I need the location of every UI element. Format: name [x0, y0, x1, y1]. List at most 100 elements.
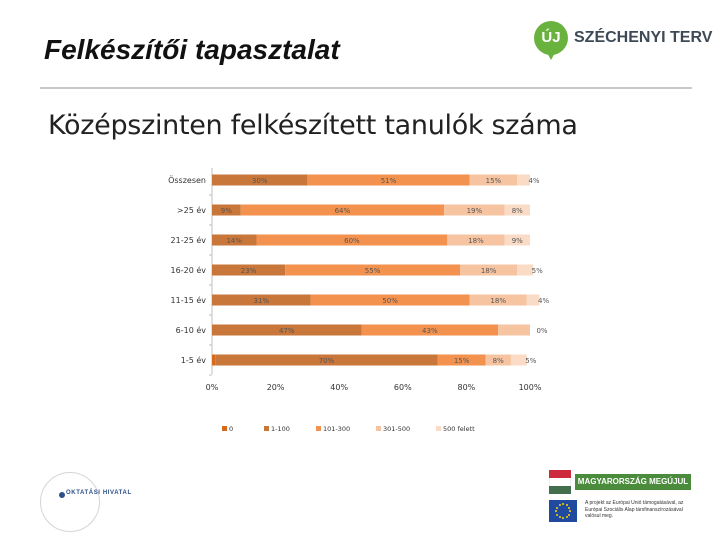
- bar-segment: [212, 294, 311, 306]
- bar-segment: [307, 174, 470, 186]
- data-label: 8%: [493, 357, 504, 365]
- bar-segment: [212, 324, 362, 336]
- bar-segment: [212, 174, 308, 186]
- legend-swatch: [436, 426, 441, 431]
- legend-label: 1-100: [271, 425, 290, 433]
- bar-segment: [498, 324, 530, 336]
- bar-segment: [361, 324, 499, 336]
- eu-flag-icon: [549, 500, 577, 522]
- bar-segment: [460, 264, 518, 276]
- footer-note: A projekt az Európai Unió támogatásával,…: [585, 500, 684, 519]
- oktatasi-hivatal-logo-icon: OKTATÁSI HIVATAL: [40, 472, 190, 532]
- data-label: 4%: [538, 297, 549, 305]
- legend-swatch: [376, 426, 381, 431]
- data-label: 15%: [454, 357, 470, 365]
- x-tick-label: 80%: [458, 383, 476, 392]
- szechenyi-logo-badge: ÚJ: [534, 21, 568, 55]
- x-tick-label: 40%: [330, 383, 348, 392]
- bar-segment: [510, 354, 527, 366]
- data-label: 8%: [512, 207, 523, 215]
- data-label: 0%: [536, 327, 547, 335]
- category-label: 1-5 év: [181, 355, 207, 365]
- data-label: 50%: [382, 297, 398, 305]
- bar-segment: [240, 204, 445, 216]
- bar-segment: [469, 294, 527, 306]
- bar-segment: [256, 234, 448, 246]
- category-label: 16-20 év: [171, 265, 207, 275]
- eu-star: [558, 503, 561, 506]
- data-label: 64%: [335, 207, 351, 215]
- szechenyi-logo-pin: [546, 51, 556, 60]
- szechenyi-logo-icon: ÚJ SZÉCHENYI TERV: [534, 19, 712, 63]
- hungarian-flag-icon: [549, 470, 571, 494]
- bar-segment: [517, 174, 530, 186]
- bar-segment: [310, 294, 470, 306]
- data-label: 5%: [532, 267, 543, 275]
- bar-segment: [517, 264, 534, 276]
- category-label: 11-15 év: [171, 295, 207, 305]
- x-tick-label: 20%: [267, 383, 285, 392]
- szechenyi-logo-text: SZÉCHENYI TERV: [574, 29, 713, 46]
- bar-segment: [469, 174, 518, 186]
- category-label: 21-25 év: [171, 235, 207, 245]
- category-label: >25 év: [177, 205, 206, 215]
- data-label: 30%: [252, 177, 268, 185]
- bar-segment: [212, 204, 241, 216]
- eu-star: [555, 513, 558, 516]
- slide-title: Felkészítői tapasztalat: [44, 34, 340, 65]
- data-label: 9%: [512, 237, 523, 245]
- bar-segment: [444, 204, 505, 216]
- bar-segment: [285, 264, 461, 276]
- chart-subtitle: Középszinten felkészített tanulók száma: [48, 110, 578, 141]
- eu-star: [568, 506, 571, 509]
- category-label: 6-10 év: [176, 325, 207, 335]
- bar-segment: [485, 354, 511, 366]
- eu-star: [562, 517, 564, 519]
- data-label: 9%: [221, 207, 232, 215]
- legend-swatch: [316, 426, 321, 431]
- legend-swatch: [264, 426, 269, 431]
- data-label: 23%: [241, 267, 257, 275]
- data-label: 18%: [490, 297, 506, 305]
- oktatasi-hivatal-dot: [59, 492, 65, 498]
- legend-label: 500 felett: [443, 425, 475, 433]
- x-tick-label: 100%: [519, 383, 542, 392]
- data-label: 5%: [525, 357, 536, 365]
- title-divider: [40, 87, 692, 89]
- eu-star: [568, 513, 571, 516]
- legend-label: 301-500: [383, 425, 410, 433]
- bar-segment: [526, 294, 540, 306]
- eu-star: [562, 503, 564, 505]
- data-label: 31%: [254, 297, 270, 305]
- data-label: 19%: [467, 207, 483, 215]
- footer-banner: MAGYARORSZÁG MEGÚJUL: [575, 474, 691, 490]
- eu-star: [569, 510, 571, 512]
- eu-star: [558, 516, 561, 519]
- bar-segment: [504, 234, 530, 246]
- oktatasi-hivatal-name: OKTATÁSI HIVATAL: [66, 490, 132, 496]
- data-label: 47%: [279, 327, 295, 335]
- eu-star: [555, 506, 558, 509]
- legend-label: 0: [229, 425, 233, 433]
- data-label: 18%: [481, 267, 497, 275]
- bar-segment: [212, 354, 216, 366]
- data-label: 51%: [381, 177, 397, 185]
- data-label: 55%: [365, 267, 381, 275]
- data-label: 43%: [422, 327, 438, 335]
- data-label: 15%: [486, 177, 502, 185]
- category-label: Összesen: [168, 175, 206, 185]
- x-tick-label: 0%: [206, 383, 219, 392]
- bar-segment: [212, 234, 257, 246]
- eu-star: [565, 516, 568, 519]
- data-label: 14%: [226, 237, 242, 245]
- eu-star: [565, 503, 568, 506]
- legend-label: 101-300: [323, 425, 350, 433]
- data-label: 60%: [344, 237, 360, 245]
- x-tick-label: 60%: [394, 383, 412, 392]
- legend-swatch: [222, 426, 227, 431]
- bar-segment: [447, 234, 505, 246]
- bar-segment: [212, 264, 286, 276]
- oktatasi-hivatal-ring: [40, 472, 100, 532]
- eu-star: [555, 510, 557, 512]
